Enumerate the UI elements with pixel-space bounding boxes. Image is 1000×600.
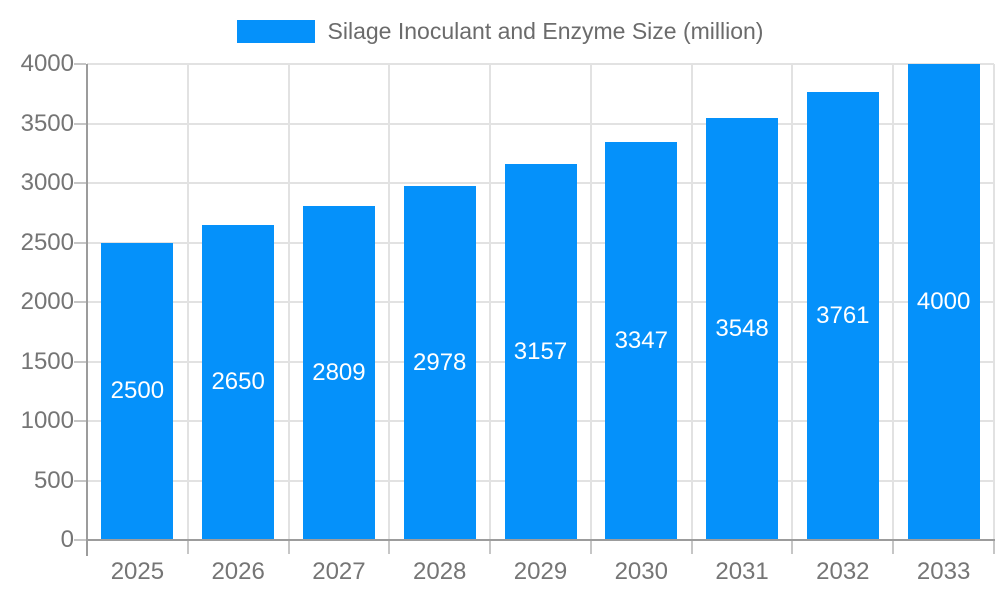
x-axis-tick-label: 2028 (413, 558, 467, 585)
bar-value-label: 3548 (715, 314, 769, 342)
x-axis-tick (993, 540, 995, 554)
bar[interactable]: 4000 (907, 64, 980, 540)
bar-value-label: 2650 (211, 368, 265, 396)
bar[interactable]: 2809 (302, 205, 375, 540)
gridline-vertical (388, 64, 391, 540)
bar[interactable]: 2500 (101, 242, 174, 540)
bar[interactable]: 2650 (202, 224, 275, 540)
y-axis-tick-label: 2500 (20, 228, 74, 256)
gridline-horizontal (87, 122, 994, 125)
x-axis-tick (186, 540, 189, 554)
y-axis-line (86, 64, 88, 556)
legend-swatch (236, 19, 315, 43)
x-axis-tick (287, 540, 290, 554)
y-axis-tick-label: 2000 (20, 288, 74, 315)
y-axis-tick-label: 3000 (20, 169, 74, 196)
x-axis-tick (489, 540, 492, 554)
gridline-vertical (993, 64, 995, 540)
y-axis-tick-label: 0 (60, 526, 74, 553)
y-axis-tick (74, 122, 86, 125)
y-axis-tick (74, 301, 86, 303)
y-axis-tick-label: 500 (33, 466, 74, 494)
y-axis-tick (74, 360, 86, 363)
x-axis-tick-label: 2025 (110, 558, 165, 585)
y-axis-tick (74, 420, 86, 422)
bar-value-label: 3347 (614, 326, 668, 354)
y-axis-tick (74, 539, 86, 541)
x-axis-tick (791, 540, 794, 554)
y-axis-tick (74, 182, 86, 184)
y-axis-tick-label: 3500 (20, 109, 74, 137)
bar[interactable]: 3761 (806, 92, 879, 540)
y-axis-tick (74, 241, 86, 244)
bar[interactable]: 2978 (403, 185, 476, 540)
bar-value-label: 3157 (513, 338, 568, 366)
y-axis-tick (74, 63, 86, 65)
bar-value-label: 2500 (110, 377, 165, 405)
x-axis-tick-label: 2032 (816, 558, 870, 585)
x-axis-tick-label: 2026 (211, 558, 265, 585)
x-axis-tick-label: 2033 (916, 558, 971, 585)
plot-area: 0 500 1000 1500 2000 2500 3000 3500 4000 2500 2025… (21, 52, 995, 585)
gridline-vertical (489, 64, 492, 540)
x-axis-tick (388, 540, 391, 554)
gridline-vertical (287, 64, 290, 540)
x-axis-tick-label: 2031 (715, 558, 769, 585)
legend-label: Silage Inoculant and Enzyme Size (millio… (327, 17, 764, 44)
x-axis-tick (892, 540, 895, 554)
bar-value-label: 2978 (413, 348, 467, 376)
bar[interactable]: 3157 (504, 164, 577, 540)
gridline-vertical (186, 64, 189, 540)
bar[interactable]: 3347 (605, 141, 678, 540)
x-axis-tick-label: 2030 (614, 558, 668, 585)
legend: Silage Inoculant and Enzyme Size (millio… (0, 16, 1000, 46)
x-axis-tick-label: 2027 (312, 558, 366, 585)
y-axis-tick (74, 479, 86, 482)
bar[interactable]: 3548 (706, 117, 779, 540)
x-axis-tick (690, 540, 693, 554)
x-axis-tick-label: 2029 (513, 558, 568, 585)
gridline-vertical (690, 64, 693, 540)
bar-value-label: 4000 (916, 288, 971, 315)
bar-value-label: 2809 (312, 358, 366, 386)
gridline-vertical (589, 64, 592, 540)
gridline-vertical (791, 64, 794, 540)
y-axis-tick-label: 1500 (20, 347, 74, 375)
gridline-vertical (892, 64, 895, 540)
x-axis-tick (589, 540, 592, 554)
x-axis-line (86, 539, 995, 541)
bar-value-label: 3761 (816, 302, 870, 330)
y-axis-tick-label: 1000 (20, 407, 74, 434)
y-axis-tick-label: 4000 (20, 50, 74, 77)
gridline-horizontal (87, 63, 994, 65)
